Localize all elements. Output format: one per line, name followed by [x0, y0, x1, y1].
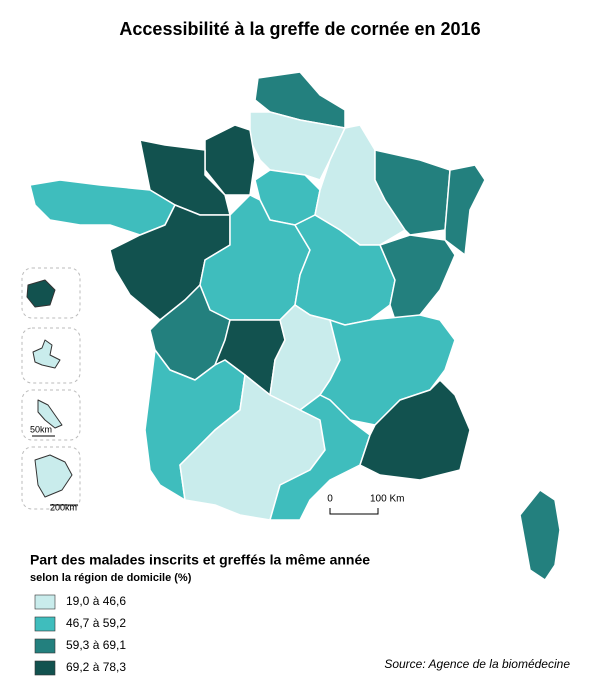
france-map: [29, 71, 561, 581]
region: [294, 214, 396, 326]
inset-scale-label: 50km: [30, 424, 52, 434]
region: [359, 379, 471, 481]
inset-frame: [21, 327, 81, 384]
legend-label: 19,0 à 46,6: [66, 594, 126, 608]
region: [34, 454, 73, 498]
legend-swatch: [34, 616, 56, 632]
region: [32, 339, 61, 369]
legend-label: 59,3 à 69,1: [66, 638, 126, 652]
region: [444, 164, 486, 256]
legend-swatch: [34, 594, 56, 610]
legend-swatch: [34, 660, 56, 676]
inset-frame: [21, 267, 81, 319]
scale-label: 100 Km: [370, 494, 404, 505]
inset-frame: [21, 389, 81, 441]
inset-frame: [21, 446, 81, 510]
legend-swatch: [34, 638, 56, 654]
region: [249, 111, 346, 181]
region: [204, 124, 256, 196]
legend-label: 69,2 à 78,3: [66, 660, 126, 674]
legend-label: 46,7 à 59,2: [66, 616, 126, 630]
insets: 50km 200km: [21, 267, 81, 512]
region: [519, 489, 561, 581]
region: [26, 279, 56, 308]
scale-label: 0: [327, 494, 333, 505]
region: [379, 234, 456, 321]
legend-subtitle: selon la région de domicile (%): [30, 572, 192, 584]
region: [37, 399, 63, 429]
scale-line: [329, 508, 379, 515]
source: Source: Agence de la biomédecine: [384, 657, 570, 671]
inset-scale-label: 200km: [50, 502, 77, 512]
legend-title: Part des malades inscrits et greffés la …: [30, 552, 370, 568]
legend: 19,0 à 46,6 46,7 à 59,2 59,3 à 69,1 69,2 à …: [34, 594, 126, 676]
title: Accessibilité à la greffe de cornée en 2…: [119, 19, 480, 39]
region: [269, 394, 371, 521]
scale-bar: 0 100 Km: [327, 494, 404, 515]
